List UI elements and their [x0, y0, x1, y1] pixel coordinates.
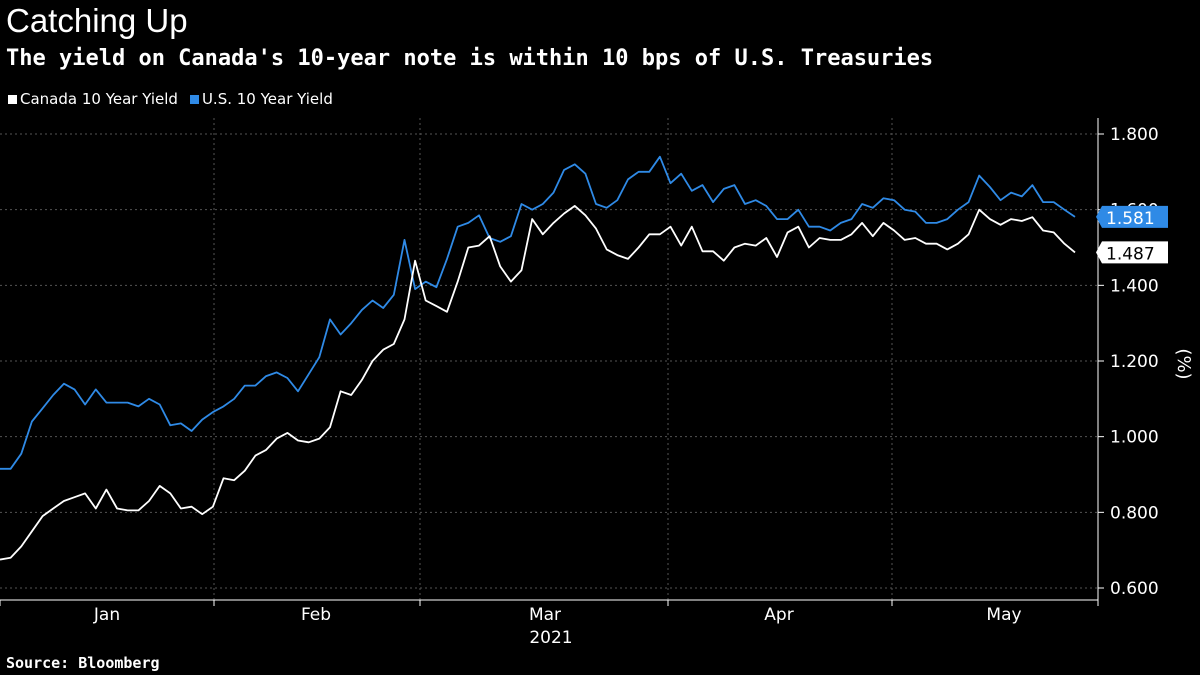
series-line-canada — [0, 204, 1076, 561]
x-tick-label: May — [986, 605, 1021, 625]
source-note: Source: Bloomberg — [6, 654, 160, 672]
axes: 1.8001.6001.4001.2001.0000.8000.600JanFe… — [0, 118, 1159, 625]
last-value-tag-bg — [1096, 205, 1168, 228]
legend-swatch-us — [189, 94, 199, 104]
chart-subtitle: The yield on Canada's 10-year note is wi… — [6, 46, 934, 71]
y-tick-label: 0.800 — [1110, 503, 1159, 523]
last-value-labels: 1.487 1.581 — [1096, 205, 1168, 264]
legend-label-us: U.S. 10 Year Yield — [201, 90, 333, 108]
last-value-tag-bg — [1096, 241, 1168, 264]
x-tick-label: Mar — [529, 605, 561, 625]
grid-lines — [0, 118, 1098, 600]
legend: Canada 10 Year Yield U.S. 10 Year Yield — [8, 90, 333, 108]
legend-item-canada: Canada 10 Year Yield — [8, 90, 178, 108]
y-axis-label: (%) — [1173, 348, 1194, 379]
y-tick-label: 1.800 — [1110, 125, 1159, 145]
y-tick-label: 1.400 — [1110, 276, 1159, 296]
legend-label-canada: Canada 10 Year Yield — [20, 90, 178, 108]
x-axis-year-label: 2021 — [529, 628, 572, 648]
legend-swatch-canada — [8, 94, 17, 104]
y-tick-label: 1.000 — [1110, 428, 1159, 448]
last-value-label-us: 1.581 — [1096, 205, 1168, 229]
last-value-label-canada: 1.487 — [1096, 241, 1168, 264]
y-tick-label: 0.600 — [1110, 579, 1159, 599]
x-tick-label: Feb — [301, 605, 331, 625]
last-value-text: 1.487 — [1106, 244, 1155, 264]
legend-item-us: U.S. 10 Year Yield — [189, 90, 333, 108]
last-value-text: 1.581 — [1106, 209, 1155, 229]
y-tick-label: 1.200 — [1110, 352, 1159, 372]
x-tick-label: Jan — [93, 605, 120, 625]
x-tick-label: Apr — [764, 605, 793, 625]
series-line-us — [0, 155, 1076, 470]
chart-title: Catching Up — [6, 2, 188, 39]
series-lines — [0, 155, 1076, 561]
